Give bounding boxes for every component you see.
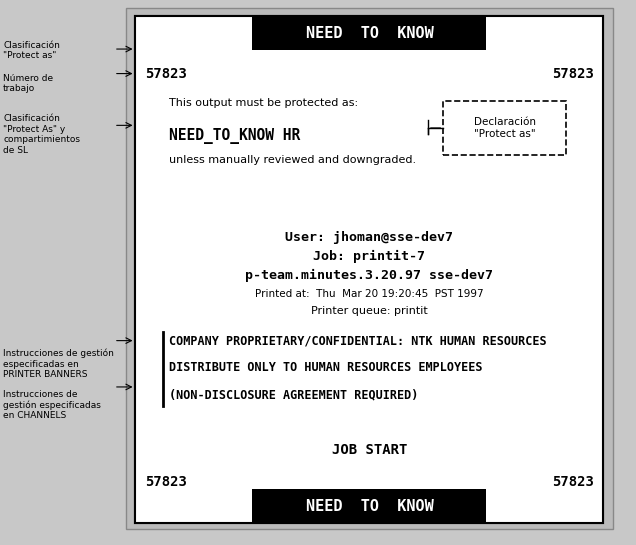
Bar [135, 16, 604, 523]
Text: (NON-DISCLOSURE AGREEMENT REQUIRED): (NON-DISCLOSURE AGREEMENT REQUIRED) [169, 389, 418, 402]
Text: 57823: 57823 [145, 66, 186, 81]
Text: 57823: 57823 [552, 66, 594, 81]
Bar [252, 16, 487, 50]
Text: Clasificación
"Protect As" y
compartimientos
de SL: Clasificación "Protect As" y compartimie… [3, 114, 80, 155]
Text: NEED  TO  KNOW: NEED TO KNOW [305, 26, 433, 41]
Text: Printer queue: printit: Printer queue: printit [311, 306, 428, 316]
Text: Instrucciones de
gestión especificadas
en CHANNELS: Instrucciones de gestión especificadas e… [3, 390, 101, 420]
Text: Clasificación
"Protect as": Clasificación "Protect as" [3, 41, 60, 60]
Text: NEED_TO_KNOW HR: NEED_TO_KNOW HR [169, 128, 301, 144]
Text: Job: printit-7: Job: printit-7 [314, 250, 425, 263]
Text: User: jhoman@sse-dev7: User: jhoman@sse-dev7 [286, 231, 453, 244]
Text: p-team.minutes.3.20.97 sse-dev7: p-team.minutes.3.20.97 sse-dev7 [245, 269, 494, 282]
Bar [135, 16, 604, 523]
Text: Número de
trabajo: Número de trabajo [3, 74, 53, 93]
Text: NEED  TO  KNOW: NEED TO KNOW [305, 499, 433, 514]
Text: Instrucciones de gestión
especificadas en
PRINTER BANNERS: Instrucciones de gestión especificadas e… [3, 349, 114, 379]
Text: JOB START: JOB START [332, 443, 407, 457]
Text: unless manually reviewed and downgraded.: unless manually reviewed and downgraded. [169, 155, 417, 165]
Text: This output must be protected as:: This output must be protected as: [169, 98, 359, 108]
Text: Printed at:  Thu  Mar 20 19:20:45  PST 1997: Printed at: Thu Mar 20 19:20:45 PST 1997 [255, 289, 484, 299]
Text: COMPANY PROPRIETARY/CONFIDENTIAL: NTK HUMAN RESOURCES: COMPANY PROPRIETARY/CONFIDENTIAL: NTK HU… [169, 334, 547, 347]
Bar [252, 489, 487, 523]
Text: Declaración
"Protect as": Declaración "Protect as" [474, 117, 536, 139]
Text: 57823: 57823 [552, 475, 594, 489]
Text: DISTRIBUTE ONLY TO HUMAN RESOURCES EMPLOYEES: DISTRIBUTE ONLY TO HUMAN RESOURCES EMPLO… [169, 361, 483, 374]
Bar [443, 101, 567, 155]
Bar [126, 8, 612, 529]
Text: 57823: 57823 [145, 475, 186, 489]
